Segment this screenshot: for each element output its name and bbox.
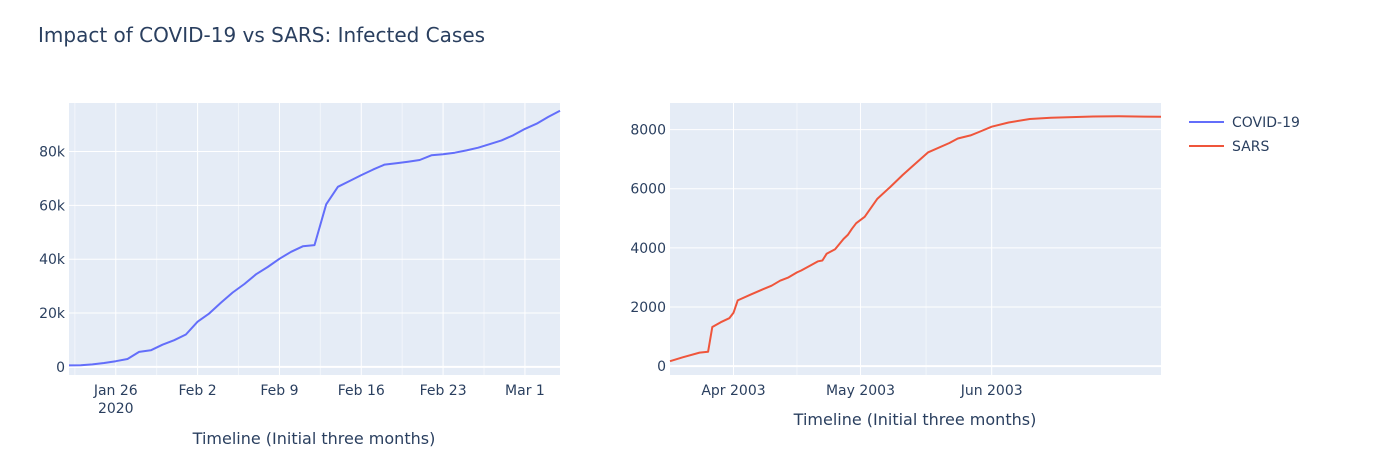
sars-panel: 0 2000 4000 6000 8000 Apr 2003 May 2003 Jun 20…	[630, 103, 1162, 429]
series-line-sars	[669, 115, 1162, 363]
y-tick-label: 40k	[39, 252, 66, 268]
x-tick-label: Jun 2003	[960, 383, 1023, 399]
sars-plot-area	[670, 103, 1161, 375]
x-tick-label: Apr 2003	[701, 383, 765, 399]
y-tick-label: 20k	[39, 306, 66, 322]
covid-grid	[69, 103, 560, 375]
x-tick-label: Feb 2	[179, 383, 217, 399]
legend-label-covid: COVID-19	[1232, 115, 1300, 131]
y-tick-label: 80k	[39, 144, 66, 160]
y-tick-label: 60k	[39, 198, 66, 214]
sars-series	[669, 115, 1162, 363]
covid-x-axis-title: Timeline (Initial three months)	[192, 429, 436, 448]
series-line-covid	[68, 109, 561, 367]
y-tick-label: 6000	[630, 182, 666, 198]
x-tick-label: Mar 1	[505, 383, 545, 399]
sars-x-ticks: Apr 2003 May 2003 Jun 2003	[701, 383, 1022, 399]
covid-x-ticks: Jan 26 2020 Feb 2 Feb 9 Feb 16 Feb 23 Mar 1	[93, 383, 545, 417]
covid-plot-area	[69, 103, 560, 375]
y-tick-label: 0	[657, 359, 666, 375]
x-tick-label: Feb 23	[420, 383, 467, 399]
y-tick-label: 2000	[630, 300, 666, 316]
sars-grid	[670, 103, 1161, 375]
sars-y-ticks: 0 2000 4000 6000 8000	[630, 123, 666, 376]
legend[interactable]: COVID-19 SARS	[1189, 115, 1300, 155]
chart-title: Impact of COVID-19 vs SARS: Infected Cas…	[38, 23, 485, 47]
covid-y-ticks: 0 20k 40k 60k 80k	[39, 144, 66, 375]
legend-item-covid[interactable]: COVID-19	[1189, 115, 1300, 131]
sars-x-axis-title: Timeline (Initial three months)	[793, 410, 1037, 429]
x-tick-label: May 2003	[826, 383, 895, 399]
y-tick-label: 4000	[630, 241, 666, 257]
legend-item-sars[interactable]: SARS	[1189, 139, 1269, 155]
covid-panel: 0 20k 40k 60k 80k Jan 26 2020 Feb 2 Feb 9 Feb 16…	[39, 103, 561, 448]
legend-label-sars: SARS	[1232, 139, 1269, 155]
x-tick-label: Feb 9	[260, 383, 298, 399]
covid-series	[68, 109, 561, 367]
y-tick-label: 0	[56, 360, 65, 376]
x-tick-year-label: 2020	[98, 401, 134, 417]
x-tick-label: Jan 26	[93, 383, 138, 399]
x-tick-label: Feb 16	[338, 383, 385, 399]
y-tick-label: 8000	[630, 123, 666, 139]
